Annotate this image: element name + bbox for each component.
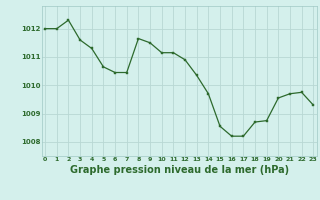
X-axis label: Graphe pression niveau de la mer (hPa): Graphe pression niveau de la mer (hPa) [70,165,289,175]
